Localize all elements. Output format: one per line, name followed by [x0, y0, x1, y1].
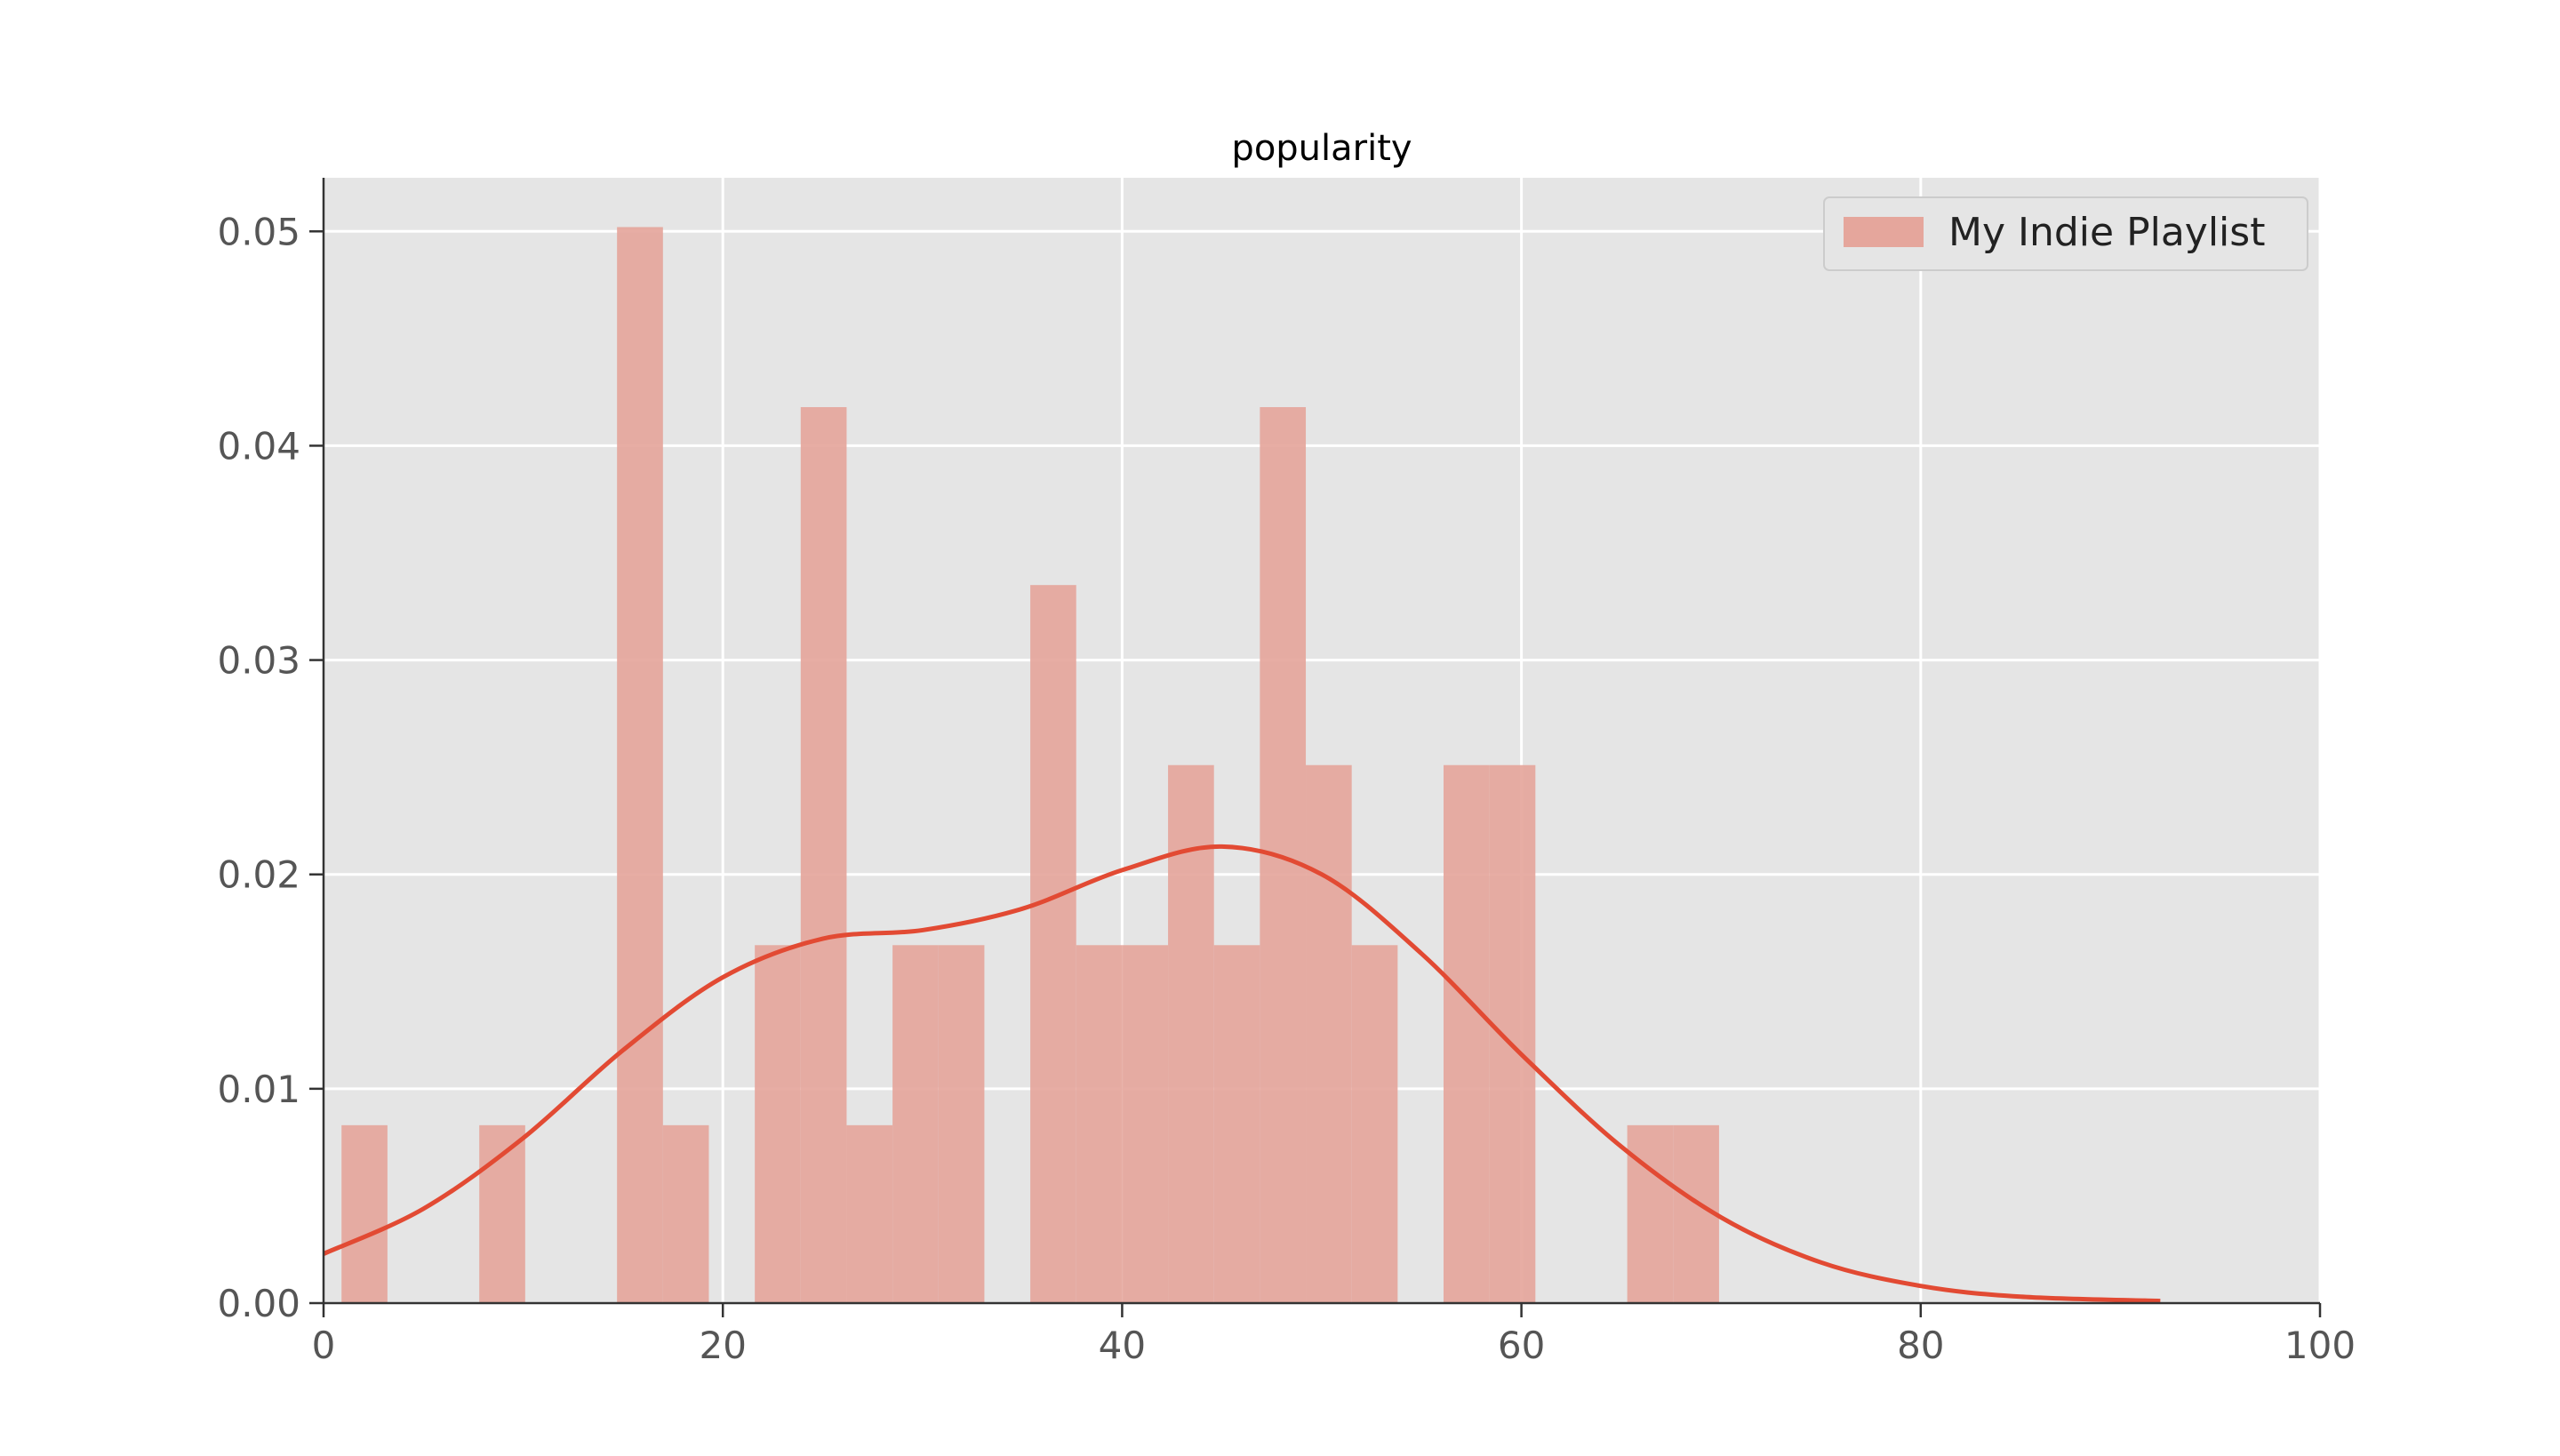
x-tick-label: 80	[1897, 1324, 1944, 1367]
histogram-bar	[1076, 945, 1123, 1303]
histogram-bar	[1444, 764, 1490, 1303]
histogram-bar	[1122, 945, 1169, 1303]
x-tick-label: 40	[1099, 1324, 1146, 1367]
legend: My Indie Playlist	[1823, 196, 2308, 271]
histogram-bar	[341, 1124, 388, 1303]
legend-box	[1823, 196, 2308, 271]
histogram-bar	[1351, 945, 1398, 1303]
y-tick-label: 0.00	[217, 1282, 300, 1325]
y-tick-label: 0.04	[217, 424, 300, 468]
histogram-bar	[662, 1124, 709, 1303]
x-axis-ticks: 0 20 40 60 80 100	[312, 1303, 2356, 1367]
histogram-bar	[1627, 1124, 1674, 1303]
histogram-bar	[846, 1124, 893, 1303]
y-tick-label: 0.03	[217, 639, 300, 683]
x-tick-label: 60	[1498, 1324, 1545, 1367]
y-tick-label: 0.01	[217, 1068, 300, 1111]
y-tick-label: 0.05	[217, 210, 300, 253]
histogram-bar	[617, 227, 663, 1303]
x-tick-label: 20	[699, 1324, 746, 1367]
histogram-bar	[938, 945, 985, 1303]
histogram-bar	[800, 407, 847, 1304]
chart-title: popularity	[1231, 128, 1412, 169]
histogram-bar	[755, 945, 801, 1303]
histogram-bar	[1030, 585, 1076, 1303]
x-tick-label: 100	[2284, 1324, 2356, 1367]
y-tick-label: 0.02	[217, 853, 300, 897]
legend-swatch	[1844, 217, 1924, 247]
histogram-bar	[1489, 764, 1536, 1303]
histogram-bar	[1213, 945, 1260, 1303]
histogram-bar	[892, 945, 939, 1303]
x-tick-label: 0	[312, 1324, 336, 1367]
histogram-bars	[341, 227, 1719, 1304]
kde-curve	[322, 844, 2161, 1304]
y-axis-ticks: 0.00 0.01 0.02 0.03 0.04 0.05	[217, 210, 324, 1325]
legend-label: My Indie Playlist	[1948, 210, 2265, 255]
histogram-bar	[1306, 764, 1352, 1303]
axes	[322, 178, 2320, 1305]
